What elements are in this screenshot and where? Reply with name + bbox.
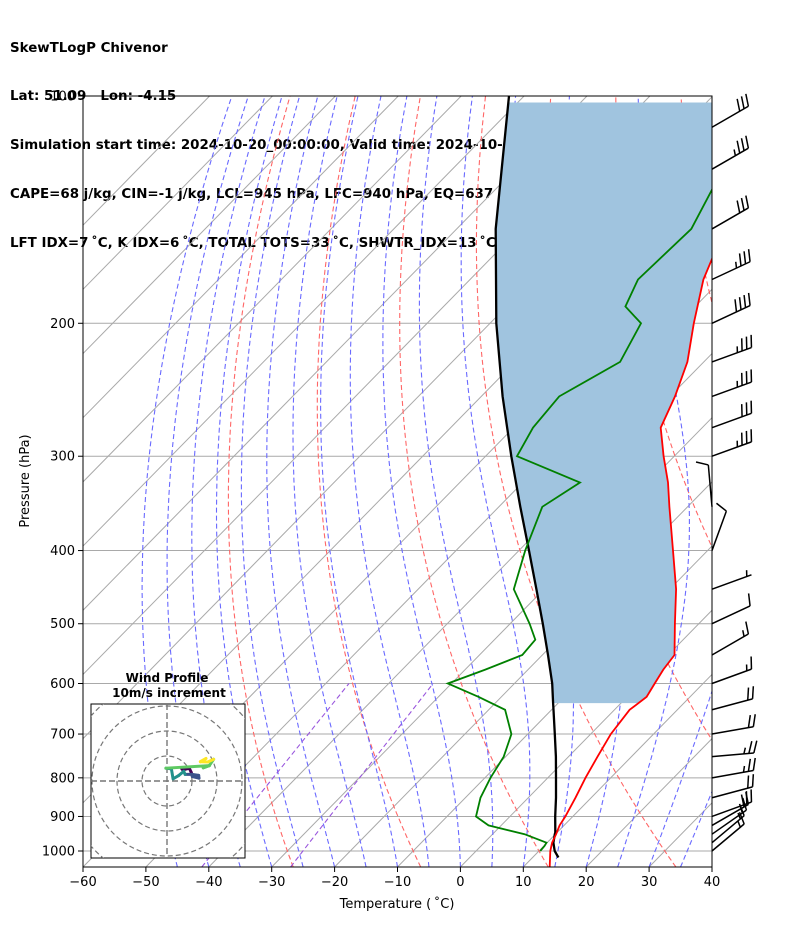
wind-barb xyxy=(711,135,750,170)
y-tick-label: 800 xyxy=(50,771,75,786)
moist-adiabat xyxy=(418,96,494,867)
isotherm-line xyxy=(83,96,588,611)
hodograph-segment xyxy=(198,756,208,764)
wind-barb xyxy=(711,714,756,735)
moist-adiabat xyxy=(648,689,712,867)
isotherm-line xyxy=(775,96,794,867)
hodograph-subtitle: 10m/s increment xyxy=(112,686,226,700)
wind-barb xyxy=(711,621,750,656)
dry-adiabat xyxy=(316,96,422,867)
cape-layer xyxy=(495,102,712,704)
wind-barb xyxy=(711,740,758,758)
x-tick-label: 30 xyxy=(641,875,658,890)
moist-adiabat xyxy=(266,96,336,867)
y-tick-label: 200 xyxy=(50,317,75,332)
moist-adiabat xyxy=(240,96,304,867)
dry-adiabat xyxy=(227,96,294,867)
wind-barb xyxy=(711,789,753,818)
wind-barb xyxy=(711,502,728,551)
dewpoint-line xyxy=(445,187,712,852)
wind-barb xyxy=(711,570,752,590)
hodograph-segment xyxy=(169,767,175,781)
moist-adiabat xyxy=(679,790,712,867)
mixing-ratio-line xyxy=(290,683,434,867)
moist-adiabat xyxy=(617,96,690,867)
x-tick-label: 0 xyxy=(456,875,464,890)
hodograph-plot xyxy=(91,704,245,858)
x-tick-label: −40 xyxy=(195,875,222,890)
parcel-path-line xyxy=(494,96,560,859)
moist-adiabat xyxy=(460,96,531,867)
moist-adiabat xyxy=(141,96,233,867)
wind-barb xyxy=(711,774,755,799)
x-tick-label: 10 xyxy=(515,875,532,890)
wind-barb xyxy=(711,93,750,128)
wind-barb xyxy=(711,429,753,457)
profile-layer xyxy=(445,96,712,867)
wind-barb xyxy=(711,400,753,429)
y-tick-label: 700 xyxy=(50,728,75,743)
index-line: LFT IDX=7 ˚C, K IDX=6 ˚C, TOTAL TOTS=33 … xyxy=(10,236,496,252)
wind-barb-layer xyxy=(695,93,758,852)
y-tick-label: 900 xyxy=(50,810,75,825)
moist-adiabat xyxy=(191,96,266,867)
x-tick-label: −50 xyxy=(132,875,159,890)
axes-layer: −60 −50 −40 −30 −20 −10 0 10 20 30 40 1000 900 800 700… xyxy=(42,90,720,891)
y-tick-label: 1000 xyxy=(42,845,75,860)
wind-barb xyxy=(711,757,756,779)
dry-adiabat xyxy=(399,96,549,867)
y-tick-label: 600 xyxy=(50,677,75,692)
moist-adiabat xyxy=(349,96,430,867)
wind-barb xyxy=(711,593,751,625)
isotherm-line xyxy=(397,545,712,867)
mixing-ratio-line xyxy=(201,683,350,867)
y-tick-label: 400 xyxy=(50,544,75,559)
wind-barb xyxy=(711,292,751,324)
isotherm-line xyxy=(334,481,712,867)
isotherm-line xyxy=(83,96,336,355)
moist-adiabat xyxy=(382,96,461,867)
isotherm-line xyxy=(460,609,712,867)
location-line: Lat: 51.09 Lon: -4.15 xyxy=(10,89,177,105)
x-tick-label: 20 xyxy=(578,875,595,890)
isotherm-line xyxy=(711,866,712,867)
wind-barb xyxy=(711,334,753,363)
y-tick-label: 500 xyxy=(50,617,75,632)
isotherm-line xyxy=(83,96,525,547)
hodograph-inset: Wind Profile 10m/s increment xyxy=(90,671,246,859)
hodograph-title: Wind Profile xyxy=(126,671,209,685)
wind-barb xyxy=(711,369,753,398)
moist-adiabat xyxy=(711,865,712,867)
moist-adiabat xyxy=(292,96,367,867)
y-tick-label: 300 xyxy=(50,450,75,465)
isotherm-line xyxy=(522,673,712,867)
isotherm-line xyxy=(83,96,210,226)
temperature-line xyxy=(548,256,712,867)
moist-adiabat xyxy=(166,96,249,867)
wind-barb xyxy=(695,461,713,507)
isotherm-line xyxy=(83,96,399,419)
wind-barb xyxy=(711,686,755,711)
x-axis-label: Temperature ( ˚C) xyxy=(339,896,455,912)
wind-barb xyxy=(711,249,751,281)
y-axis-label: Pressure (hPa) xyxy=(18,434,33,527)
x-tick-label: 40 xyxy=(704,875,721,890)
moist-adiabat xyxy=(320,96,399,867)
wind-barb xyxy=(711,656,753,685)
x-tick-label: −10 xyxy=(384,875,411,890)
hodograph-segment xyxy=(164,764,211,770)
moist-adiabat xyxy=(215,96,283,867)
x-tick-label: −30 xyxy=(258,875,285,890)
y-tick-label: 100 xyxy=(50,90,75,105)
dry-adiabat xyxy=(746,96,794,867)
cape-area xyxy=(495,102,712,704)
isotherm-line xyxy=(83,96,273,291)
wind-barb xyxy=(711,195,750,230)
x-tick-label: −60 xyxy=(69,875,96,890)
chart-title: SkewTLogP Chivenor xyxy=(10,40,168,56)
x-tick-label: −20 xyxy=(321,875,348,890)
